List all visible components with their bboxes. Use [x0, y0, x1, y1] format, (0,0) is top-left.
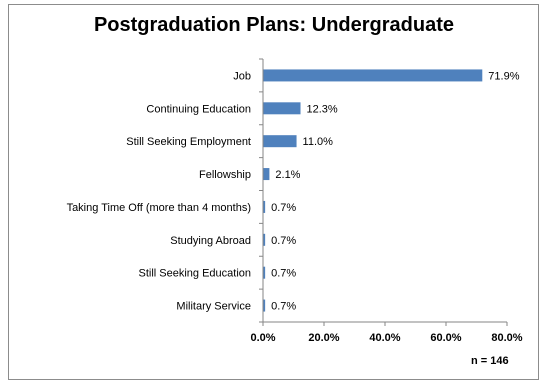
data-label: 71.9%	[488, 70, 519, 82]
category-label: Still Seeking Education	[138, 268, 251, 280]
category-label: Military Service	[176, 301, 251, 313]
x-tick-labels: 0.0% 20.0% 40.0% 60.0% 80.0%	[250, 332, 522, 344]
bar	[263, 69, 483, 82]
data-label: 0.7%	[271, 301, 296, 313]
chart-title: Postgraduation Plans: Undergraduate	[93, 14, 455, 36]
data-label: 0.7%	[271, 202, 296, 214]
category-label: Fellowship	[199, 169, 251, 181]
x-tick-label: 20.0%	[308, 332, 339, 344]
bar	[263, 299, 266, 312]
axes	[259, 58, 508, 326]
x-tick-label: 80.0%	[491, 332, 522, 344]
data-label: 2.1%	[275, 169, 300, 181]
sample-size-note: n = 146	[471, 355, 509, 367]
chart-frame	[8, 4, 539, 380]
bars-group	[263, 69, 483, 312]
bar	[263, 266, 266, 279]
bar	[263, 168, 270, 181]
bar	[263, 233, 266, 246]
bar	[263, 200, 266, 213]
x-tick-label: 40.0%	[369, 332, 400, 344]
category-label: Still Seeking Employment	[126, 136, 251, 148]
category-label: Job	[233, 70, 251, 82]
category-label: Taking Time Off (more than 4 months)	[67, 202, 251, 214]
category-label: Continuing Education	[146, 103, 251, 115]
category-labels: Job Continuing Education Still Seeking Emp…	[67, 70, 251, 312]
data-label: 0.7%	[271, 235, 296, 247]
x-tick-label: 60.0%	[430, 332, 461, 344]
category-label: Studying Abroad	[170, 235, 251, 247]
data-labels: 71.9% 12.3% 11.0% 2.1% 0.7% 0.7% 0.7% 0.7%	[271, 70, 520, 312]
data-label: 11.0%	[303, 136, 334, 148]
bar	[263, 102, 301, 115]
data-label: 0.7%	[271, 268, 296, 280]
x-tick-label: 0.0%	[250, 332, 275, 344]
data-label: 12.3%	[307, 103, 338, 115]
bar	[263, 135, 297, 148]
